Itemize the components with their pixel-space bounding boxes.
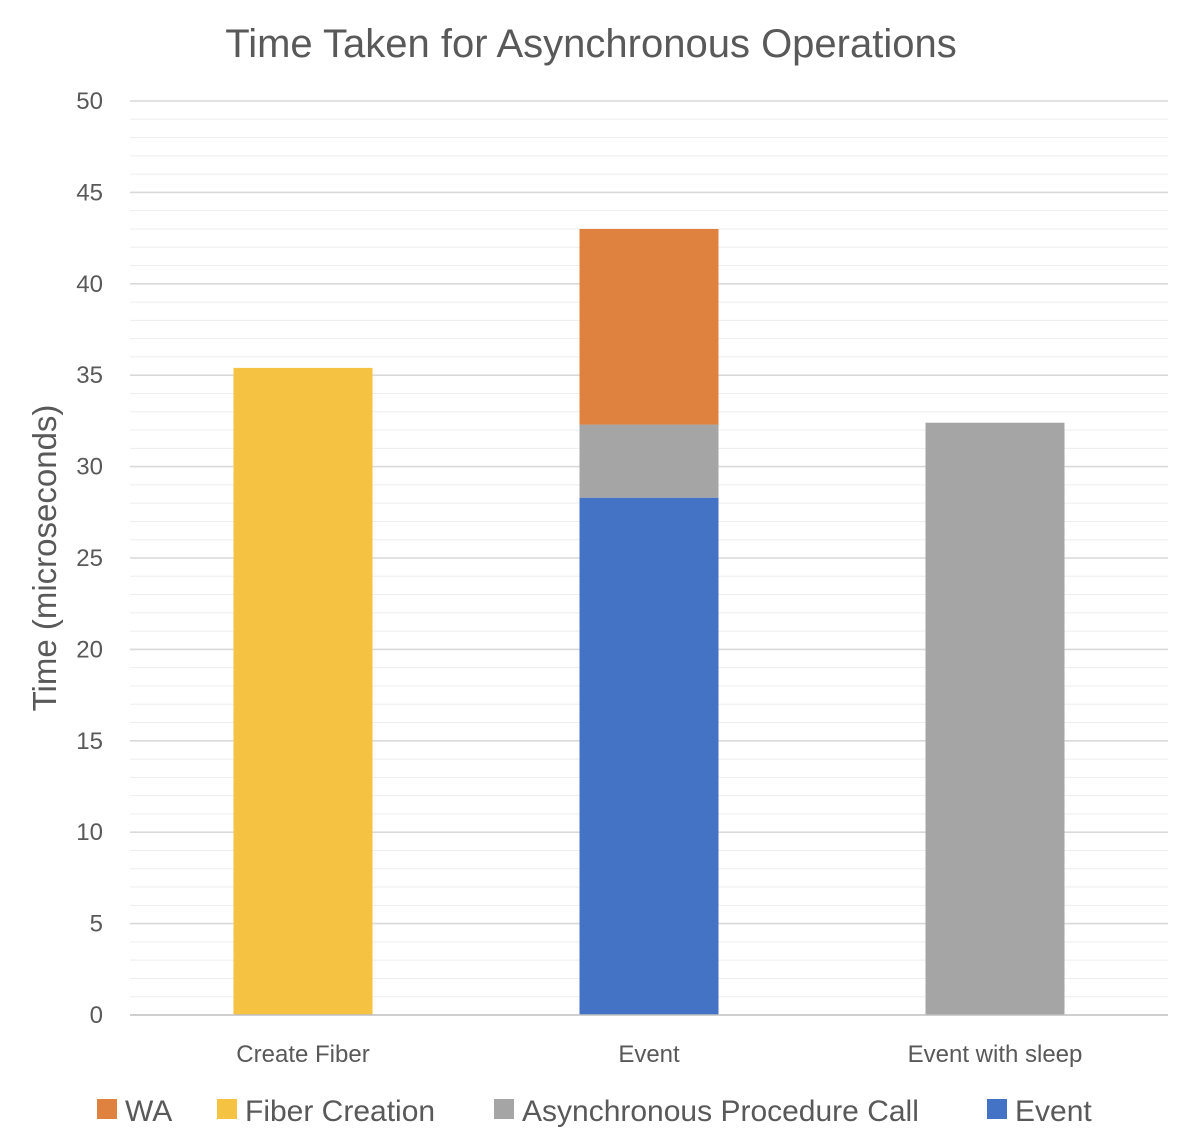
legend-label-asynchronous-procedure-call: Asynchronous Procedure Call — [522, 1095, 919, 1128]
bar-segment-asynchronous-procedure-call — [579, 424, 719, 498]
legend-label-wa: WA — [125, 1095, 172, 1128]
y-tick-label: 40 — [76, 271, 103, 298]
bar-segment-fiber-creation — [233, 367, 373, 1015]
legend: WA Fiber Creation Asynchronous Procedure C… — [97, 1095, 1092, 1128]
y-tick-label: 25 — [76, 545, 103, 572]
y-tick-label: 0 — [90, 1002, 103, 1029]
legend-label-event: Event — [1015, 1095, 1092, 1128]
legend-swatch-asynchronous-procedure-call — [494, 1099, 514, 1119]
y-tick-label: 10 — [76, 819, 103, 846]
y-tick-label: 35 — [76, 362, 103, 389]
y-tick-label: 20 — [76, 636, 103, 663]
bars — [233, 228, 1065, 1015]
x-category-label: Event — [618, 1041, 680, 1068]
y-tick-label: 30 — [76, 454, 103, 481]
y-axis-ticks: 0 5 10 15 20 25 30 35 40 45 50 — [76, 88, 103, 1029]
legend-swatch-fiber-creation — [217, 1099, 237, 1119]
y-axis-title: Time (microseconds) — [26, 405, 63, 712]
y-tick-label: 5 — [90, 911, 103, 938]
legend-swatch-wa — [97, 1099, 117, 1119]
legend-label-fiber-creation: Fiber Creation — [245, 1095, 435, 1128]
bar-segment-wa — [579, 228, 719, 425]
bar-segment-asynchronous-procedure-call — [925, 422, 1065, 1015]
bar-segment-event — [579, 497, 719, 1015]
legend-swatch-event — [987, 1099, 1007, 1119]
y-tick-label: 45 — [76, 179, 103, 206]
chart-title: Time Taken for Asynchronous Operations — [225, 22, 956, 66]
x-axis-categories: Create Fiber Event Event with sleep — [236, 1041, 1082, 1068]
y-tick-label: 50 — [76, 88, 103, 115]
y-tick-label: 15 — [76, 728, 103, 755]
x-category-label: Create Fiber — [236, 1041, 369, 1068]
x-category-label: Event with sleep — [908, 1041, 1083, 1068]
